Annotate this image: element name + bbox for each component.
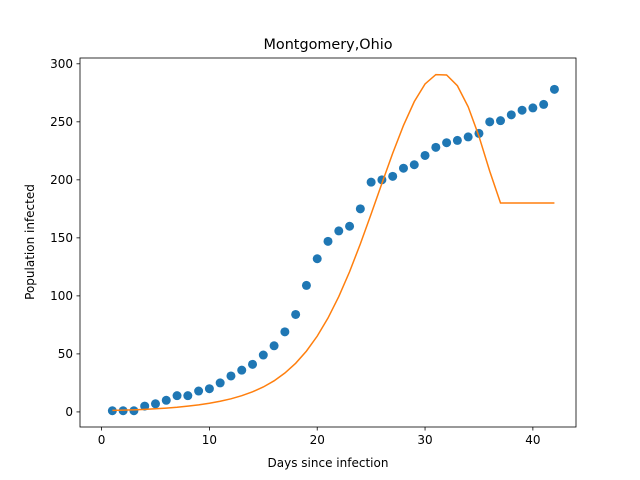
x-tick-label: 0 [98, 433, 106, 447]
series-0-point [366, 177, 376, 187]
y-tick-label: 250 [50, 115, 73, 129]
series-0-point [301, 280, 311, 290]
series-0-point [215, 378, 225, 388]
y-axis: 0 50 100 150 200 250 300 [50, 57, 80, 419]
series-0-point [549, 84, 559, 94]
series-0-point [226, 371, 236, 381]
x-tick-label: 20 [310, 433, 325, 447]
plot-frame [79, 57, 577, 428]
y-tick-label: 300 [50, 57, 73, 71]
series-0-point [291, 309, 301, 319]
series-0-point [452, 135, 462, 145]
series-0-point [237, 365, 247, 375]
series-0-point [528, 103, 538, 113]
series-0-point [150, 399, 160, 409]
series-0-point [431, 142, 441, 152]
series-0-point [539, 99, 549, 109]
x-tick-label: 30 [417, 433, 432, 447]
series-0-point [140, 401, 150, 411]
series-0-point [409, 160, 419, 170]
y-tick-label: 150 [50, 231, 73, 245]
series-0-point [248, 359, 258, 369]
x-tick-label: 40 [525, 433, 540, 447]
series-0-point [485, 117, 495, 127]
series-0-point [258, 350, 268, 360]
plot-area [79, 57, 577, 428]
series-0-point [345, 221, 355, 231]
series-0-point [183, 391, 193, 401]
series-0-point [194, 386, 204, 396]
series-0-point [323, 236, 333, 246]
series-0-point [506, 110, 516, 120]
series-0-point [517, 105, 527, 115]
series-0-point [334, 226, 344, 236]
series-0-point [355, 204, 365, 214]
chart-title: Montgomery,Ohio [263, 37, 392, 53]
y-tick-label: 50 [58, 347, 73, 361]
x-tick-label: 10 [202, 433, 217, 447]
series-0-point [129, 406, 139, 416]
y-tick-label: 0 [65, 405, 73, 419]
x-axis: 0 10 20 30 40 [98, 427, 541, 447]
series-0-point [204, 384, 214, 394]
series-0-point [269, 341, 279, 351]
y-tick-label: 100 [50, 289, 73, 303]
series-0-point [442, 138, 452, 148]
series-0-point [420, 150, 430, 160]
series-0-point [280, 327, 290, 337]
series-1-line [112, 73, 555, 412]
series-0-point [107, 406, 117, 416]
series-0-point [463, 132, 473, 142]
x-axis-label: Days since infection [268, 456, 389, 470]
series-0-point [496, 116, 506, 126]
y-axis-label: Population infected [23, 184, 37, 300]
series-0-point [398, 163, 408, 173]
series-0-point [388, 171, 398, 181]
series-0-point [172, 391, 182, 401]
series-0-point [161, 395, 171, 405]
series-0-point [312, 254, 322, 264]
y-tick-label: 200 [50, 173, 73, 187]
